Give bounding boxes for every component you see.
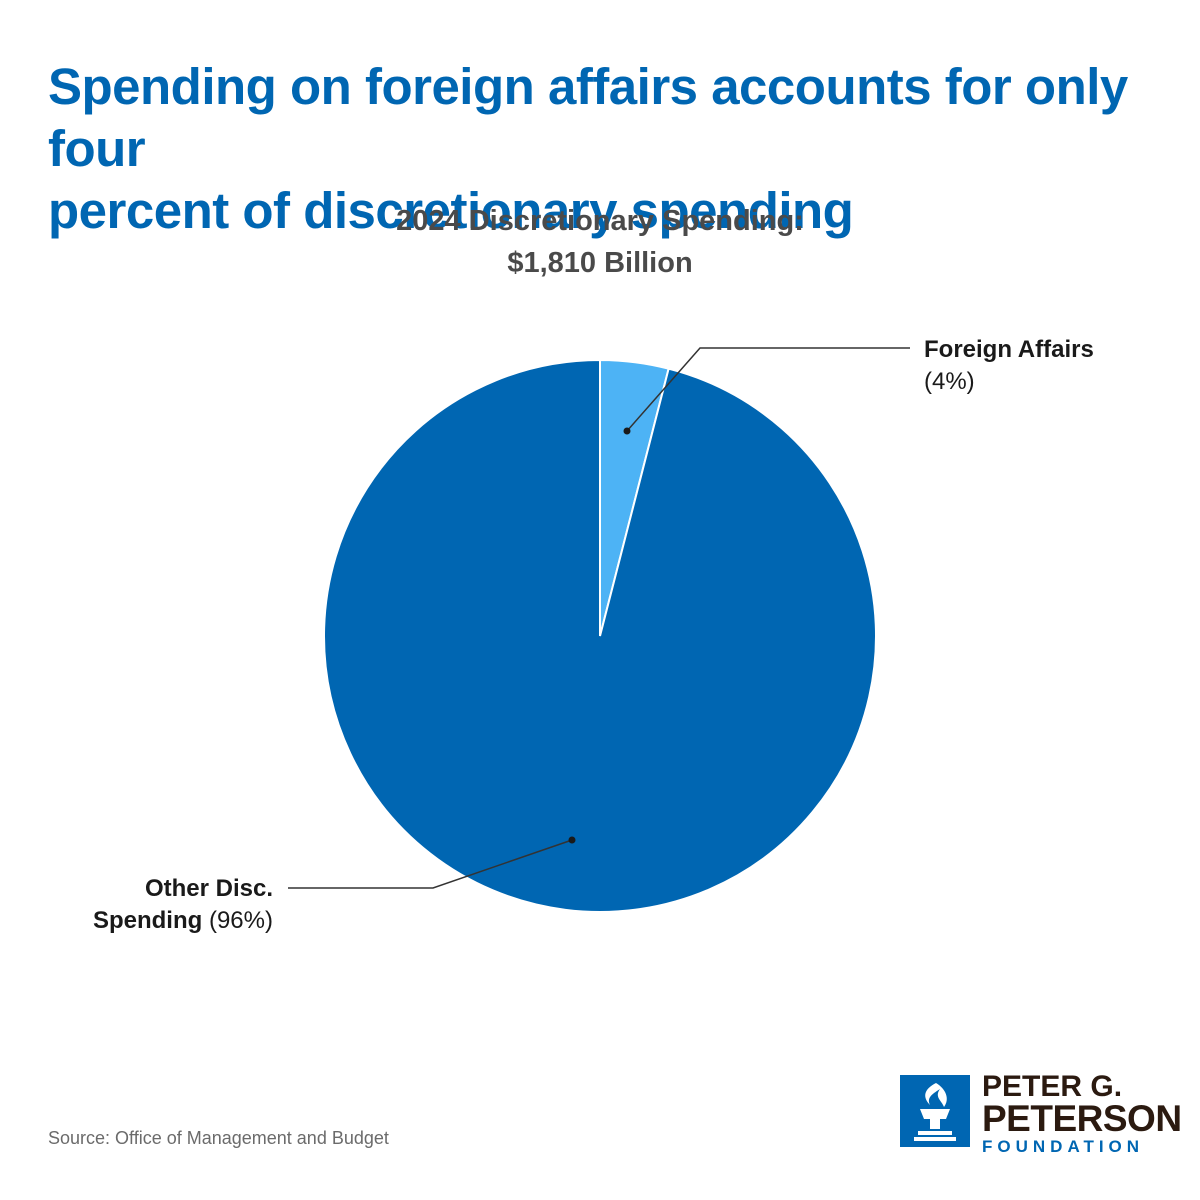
headline: Spending on foreign affairs accounts for…: [48, 56, 1148, 242]
logo-line-3: FOUNDATION: [982, 1137, 1145, 1156]
leader-line-other-disc-spending: [288, 839, 573, 889]
logo-wordmark: PETER G. PETERSON FOUNDATION: [982, 1072, 1182, 1158]
pie-slice-other-disc-spending: [323, 358, 877, 913]
label-other-name-line-1: Other Disc.: [144, 875, 273, 902]
label-foreign-affairs-pct: (4%): [924, 368, 975, 395]
logo-line-2: PETERSON: [982, 1098, 1182, 1139]
leader-line-foreign-affairs: [626, 347, 910, 432]
source-note: Source: Office of Management and Budget: [48, 1128, 389, 1148]
leader-dot-foreign-affairs: [623, 427, 631, 435]
label-foreign-affairs: Foreign Affairs (4%): [924, 334, 1094, 398]
headline-line-2: percent of discretionary spending: [48, 182, 854, 239]
torch-icon: [900, 1075, 970, 1147]
chart-title-line-2: $1,810 Billion: [507, 247, 693, 279]
label-other-disc-spending: Other Disc. Spending (96%): [93, 873, 273, 937]
headline-line-1: Spending on foreign affairs accounts for…: [48, 58, 1128, 177]
label-foreign-affairs-name: Foreign Affairs: [924, 336, 1094, 363]
chart-title-line-1: 2024 Discretionary Spending:: [396, 205, 804, 237]
chart-title: 2024 Discretionary Spending: $1,810 Bill…: [0, 200, 1200, 284]
label-other-pct: (96%): [208, 907, 273, 934]
label-other-name-line-2: Spending: [92, 907, 203, 934]
logo-line-1: PETER G.: [982, 1070, 1123, 1103]
leader-dot-other-disc-spending: [568, 836, 576, 844]
peterson-foundation-logo: PETER G. PETERSON FOUNDATION: [900, 1072, 1182, 1156]
